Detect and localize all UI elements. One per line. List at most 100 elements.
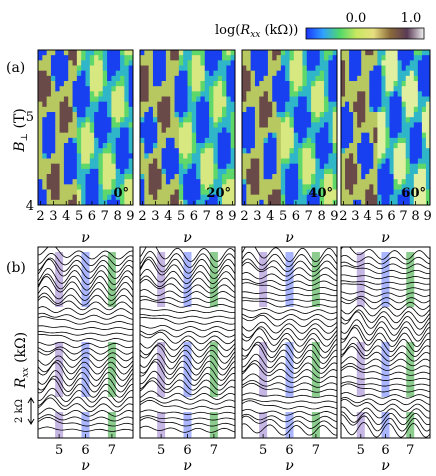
heatmap-cell [246, 75, 252, 82]
heatmap-cell [353, 91, 358, 97]
heatmap-cell [311, 174, 316, 180]
heatmap-cell [280, 75, 286, 82]
heatmap-cell [377, 189, 382, 196]
heatmap-cell [413, 55, 419, 61]
heatmap-cell [42, 194, 48, 201]
heatmap-cell [102, 122, 108, 128]
heatmap-cell [413, 132, 419, 139]
heatmap-cell [89, 70, 95, 77]
heatmap-cell [68, 174, 73, 180]
trace-line [242, 326, 337, 341]
heatmap-cell [200, 184, 206, 190]
heatmap-cell [345, 174, 350, 180]
heatmap-cell [389, 91, 394, 97]
heatmap-cell [385, 86, 390, 92]
heatmap-cell [259, 75, 264, 82]
heatmap-cell [230, 137, 236, 144]
heatmap-cell [165, 112, 171, 118]
heatmap-cell [345, 199, 350, 206]
heatmap-cell [349, 122, 354, 128]
heatmap-cell [409, 168, 415, 175]
heatmap-cell [345, 86, 350, 92]
heatmap-cell [409, 174, 415, 180]
heatmap-cell [178, 50, 184, 56]
heatmap-cell [405, 179, 411, 185]
heatmap-cell [298, 199, 303, 206]
heatmap-cell [353, 194, 358, 201]
heatmap-cell [263, 199, 269, 206]
heatmap-cell [401, 168, 407, 175]
heatmap-cell [165, 153, 171, 159]
heatmap-cell [353, 101, 358, 108]
heatmap-cell [311, 117, 316, 123]
heatmap-cell [293, 127, 299, 134]
heatmap-cell [393, 70, 399, 77]
heatmap-cell [98, 106, 104, 113]
heatmap-cell [365, 91, 370, 97]
heatmap-cell [191, 184, 197, 190]
heatmap-cell [81, 158, 86, 165]
heatmap-cell [63, 91, 69, 97]
heatmap-cell [115, 174, 121, 180]
heatmap-cell [107, 189, 112, 196]
heatmap-cell [254, 174, 260, 180]
heatmap-cell [361, 168, 366, 175]
heatmap-cell [293, 132, 299, 139]
heatmap-cell [328, 91, 334, 97]
heatmap-cell [417, 91, 423, 97]
trace-line [38, 362, 133, 381]
heatmap-cell [319, 184, 325, 190]
heatmap-cell [89, 96, 95, 103]
heatmap-cell [89, 127, 95, 134]
trace-line [140, 308, 235, 314]
heatmap-cell [59, 137, 65, 144]
heatmap-cell [250, 127, 256, 134]
heatmap-cell [204, 194, 210, 201]
heatmap-cell [246, 127, 252, 134]
heatmap-cell [85, 91, 91, 97]
heatmap-cell [389, 55, 394, 61]
heatmap-cell [324, 106, 329, 113]
heatmap-cell [373, 91, 378, 97]
heatmap-cell [328, 189, 334, 196]
heatmap-cell [191, 91, 197, 97]
heatmap-cell [50, 143, 56, 149]
heatmap-cell [170, 174, 175, 180]
heatmap-cell [302, 199, 308, 206]
heatmap-cell [183, 50, 188, 56]
heatmap-cell [98, 168, 104, 175]
trace-line [341, 362, 430, 371]
heatmap-cell [259, 184, 264, 190]
heatmap-cell [263, 132, 269, 139]
heatmap-cell [311, 70, 316, 77]
x-tick-label: 8 [317, 209, 325, 224]
heatmap-cell [165, 174, 171, 180]
heatmap-cell [68, 137, 73, 144]
heatmap-cell [178, 81, 184, 87]
heatmap-cell [128, 96, 134, 103]
heatmap-cell [401, 81, 407, 87]
heatmap-cell [191, 158, 197, 165]
heatmap-cell [421, 55, 427, 61]
heatmap-cell [63, 112, 69, 118]
heatmap-cell [397, 194, 403, 201]
heatmap-cell [315, 153, 321, 159]
heatmap-cell [401, 143, 407, 149]
heatmap-cell [405, 184, 411, 190]
heatmap-cell [280, 65, 286, 72]
heatmap-cell [319, 60, 325, 66]
heatmap-cell [72, 148, 78, 154]
heatmap-cell [425, 55, 431, 61]
heatmap-cell [259, 189, 264, 196]
heatmap-cell [324, 65, 329, 72]
heatmap-cell [332, 70, 338, 77]
heatmap-cell [357, 122, 362, 128]
heatmap-cell [128, 112, 134, 118]
heatmap-cell [230, 153, 236, 159]
heatmap-cell [89, 143, 95, 149]
heatmap-cell [140, 106, 145, 113]
heatmap-cell [152, 65, 158, 72]
heatmap-cell [341, 101, 346, 108]
heatmap-cell [250, 189, 256, 196]
heatmap-cell [148, 158, 154, 165]
